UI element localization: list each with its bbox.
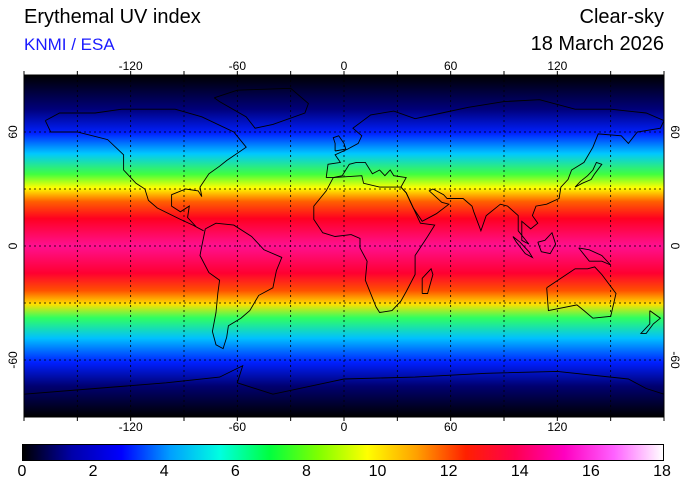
lon-tick-label-bottom: 60 — [444, 420, 458, 434]
lon-tick-label-bottom: 0 — [341, 420, 348, 434]
lat-tick-label-right: 60 — [668, 125, 682, 139]
coastline-path — [213, 87, 309, 129]
lat-tick-label-left: 60 — [6, 125, 20, 139]
colorbar-tick-label: 0 — [17, 463, 27, 480]
lon-tick-label-bottom: -120 — [119, 420, 143, 434]
lat-tick-label-right: -60 — [668, 351, 682, 369]
sky-condition-label: Clear-sky — [579, 6, 664, 28]
lon-tick-label-top: 60 — [444, 59, 458, 73]
coastline-path — [574, 161, 603, 188]
coastline-path — [546, 266, 617, 319]
coastline-path — [199, 222, 283, 350]
coastline-path — [512, 236, 534, 259]
tick-labels: -120 -120 -60 -60 0 0 60 60 120 120 60 60 0 0 -60 -60 — [6, 59, 682, 434]
colorbar-tick-label: 2 — [88, 463, 98, 480]
coastline-path — [23, 364, 665, 395]
coastline-path — [537, 231, 557, 255]
lon-tick-label-top: 120 — [547, 59, 567, 73]
uv-index-map: -120 -120 -60 -60 0 0 60 60 120 120 60 60 0 0 -60 -60 — [6, 59, 682, 434]
coastline-path — [325, 99, 665, 245]
lon-tick-label-top: -60 — [229, 59, 247, 73]
coastline-path — [639, 310, 662, 334]
coastline-path — [44, 108, 247, 232]
graticule — [24, 75, 664, 417]
colorbar-tick-label: 18 — [653, 463, 671, 480]
coastline-path — [332, 135, 347, 152]
coastlines — [23, 87, 665, 395]
lon-tick-label-bottom: -60 — [229, 420, 247, 434]
map-title: Erythemal UV index — [24, 6, 201, 28]
coastline-path — [421, 267, 434, 294]
frame-ticks — [23, 71, 665, 421]
date-label: 18 March 2026 — [530, 33, 664, 55]
lat-tick-label-left: -60 — [6, 351, 20, 369]
lat-tick-label-left: 0 — [6, 242, 20, 249]
colorbar-tick-label: 14 — [510, 463, 529, 480]
colorbar-tick-label: 4 — [159, 463, 169, 480]
lon-tick-label-top: 0 — [341, 59, 348, 73]
colorbar-tick-label: 16 — [581, 463, 600, 480]
colorbar-tick-label: 6 — [230, 463, 240, 480]
lat-tick-label-right: 0 — [668, 243, 682, 250]
colorbar-tick-label: 10 — [368, 463, 387, 480]
colorbar-tick-label: 12 — [439, 463, 458, 480]
credit-label: KNMI / ESA — [24, 35, 115, 54]
colorbar — [22, 444, 664, 461]
coastline-path — [313, 175, 436, 313]
lon-tick-label-bottom: 120 — [547, 420, 567, 434]
lon-tick-label-top: -120 — [119, 59, 143, 73]
colorbar-tick-label: 8 — [301, 463, 311, 480]
